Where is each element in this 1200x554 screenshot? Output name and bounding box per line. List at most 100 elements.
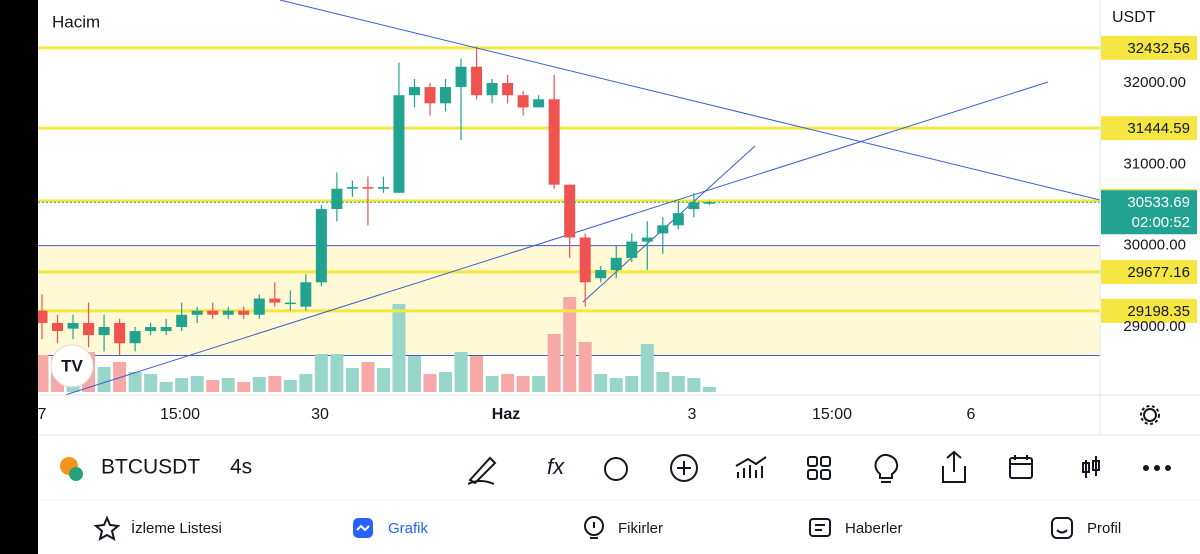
volume-bar <box>97 367 111 392</box>
level-label-bg <box>1101 35 1197 60</box>
symbol-icon <box>60 457 83 481</box>
candle-body <box>595 270 607 279</box>
x-tick-label: 3 <box>688 406 697 423</box>
volume-bar <box>237 382 251 392</box>
candle-body <box>408 87 420 96</box>
level-label: 29677.16 <box>1127 264 1190 281</box>
candle-body <box>393 95 405 193</box>
add-icon[interactable] <box>670 454 698 482</box>
candle-body <box>207 310 219 315</box>
trend-line <box>279 0 1101 201</box>
interval[interactable]: 4s <box>230 456 252 479</box>
trend-line <box>64 81 1049 396</box>
candle-body <box>114 322 126 344</box>
date-range-icon[interactable] <box>1009 457 1033 479</box>
svg-text:TV: TV <box>61 356 83 375</box>
alert-icon[interactable] <box>604 457 628 481</box>
candle-body <box>145 326 157 332</box>
logo: TV <box>50 344 94 388</box>
volume-bar <box>532 376 546 392</box>
candle-body <box>346 187 358 189</box>
indicator-icon[interactable]: fx <box>547 454 565 479</box>
candle-body <box>455 66 467 88</box>
candle-body <box>176 314 188 327</box>
candle-body <box>548 99 560 185</box>
y-tick-label: 30000.00 <box>1123 237 1186 254</box>
volume-bar <box>392 304 406 392</box>
level-label-bg <box>1101 259 1197 284</box>
symbol[interactable]: BTCUSDT <box>101 456 200 479</box>
draw-icon[interactable] <box>467 456 497 485</box>
compare-icon[interactable] <box>735 456 767 478</box>
volume-bar <box>206 380 220 392</box>
candle-body <box>269 298 281 303</box>
volume-label: Hacim <box>52 12 100 31</box>
volume-bar <box>175 378 189 392</box>
candle-body <box>486 83 498 96</box>
volume-bar <box>687 378 701 392</box>
candle-body <box>610 257 622 271</box>
volume-bar <box>470 356 484 392</box>
chart: 32432.5631444.5930550.2329677.1629198.35… <box>35 0 1197 423</box>
candle-body <box>191 310 203 315</box>
candle-body <box>688 202 700 210</box>
volume-bar <box>423 374 437 392</box>
volume-bar <box>299 374 313 392</box>
volume-bar <box>702 387 716 392</box>
share-icon[interactable] <box>942 450 966 483</box>
currency[interactable]: USDT <box>1112 9 1156 26</box>
nav: İzleme Listesi Grafik Fikirler Haberler Prof… <box>131 519 1121 537</box>
candle-body <box>315 209 327 283</box>
volume-bar <box>439 372 453 392</box>
candle-body <box>98 326 110 336</box>
toolbar-icons: fx <box>467 450 1171 485</box>
layout-icon[interactable] <box>807 456 818 467</box>
nav-item[interactable]: Grafik <box>388 520 429 537</box>
volume-bar <box>656 372 670 392</box>
volume-bar <box>35 355 49 392</box>
candle-body <box>36 310 48 323</box>
volume-bar <box>113 362 127 392</box>
last-price: 30533.69 <box>1127 194 1190 211</box>
nav-item[interactable]: Profil <box>1087 520 1121 537</box>
volume-bar <box>516 376 530 392</box>
level-label: 29198.35 <box>1127 303 1190 320</box>
nav-item[interactable]: Fikirler <box>618 520 663 537</box>
last-price-bg <box>1101 190 1197 235</box>
candle-body <box>83 322 95 336</box>
ideas-icon[interactable] <box>874 453 899 483</box>
volume-bar <box>268 376 282 392</box>
candle-body <box>160 326 172 332</box>
y-tick-label: 31000.00 <box>1123 155 1186 172</box>
candle-body <box>626 241 638 258</box>
nav-icons <box>93 515 1073 542</box>
candle-body <box>222 310 234 315</box>
volume-bar <box>144 374 158 392</box>
volume-bar <box>640 344 654 392</box>
volume-bar <box>283 380 297 392</box>
candle-body <box>362 187 374 189</box>
volume-bar <box>454 352 468 392</box>
volume-bar <box>407 356 421 392</box>
volume-bar <box>594 374 608 392</box>
volume-bar <box>485 376 499 392</box>
volume-bar <box>609 378 623 392</box>
level-label: 32432.56 <box>1127 40 1190 57</box>
screen-edge <box>0 0 38 554</box>
x-tick-label: 15:00 <box>160 406 200 423</box>
x-tick-label: 30 <box>311 406 329 423</box>
settings-icon[interactable] <box>1140 405 1160 425</box>
nav-item[interactable]: İzleme Listesi <box>131 519 222 537</box>
nav-item[interactable]: Haberler <box>845 520 903 537</box>
y-tick-label: 32000.00 <box>1123 74 1186 91</box>
candle-body <box>517 95 529 108</box>
candle-body <box>424 87 436 104</box>
level-label-bg <box>1101 116 1197 141</box>
volume-bar <box>547 334 561 392</box>
volume-bar <box>190 376 204 392</box>
candle-body <box>533 99 545 108</box>
candle-body <box>471 66 483 96</box>
volume-bar <box>625 376 639 392</box>
candle-body <box>129 331 141 344</box>
x-tick-label: 15:00 <box>812 406 852 423</box>
